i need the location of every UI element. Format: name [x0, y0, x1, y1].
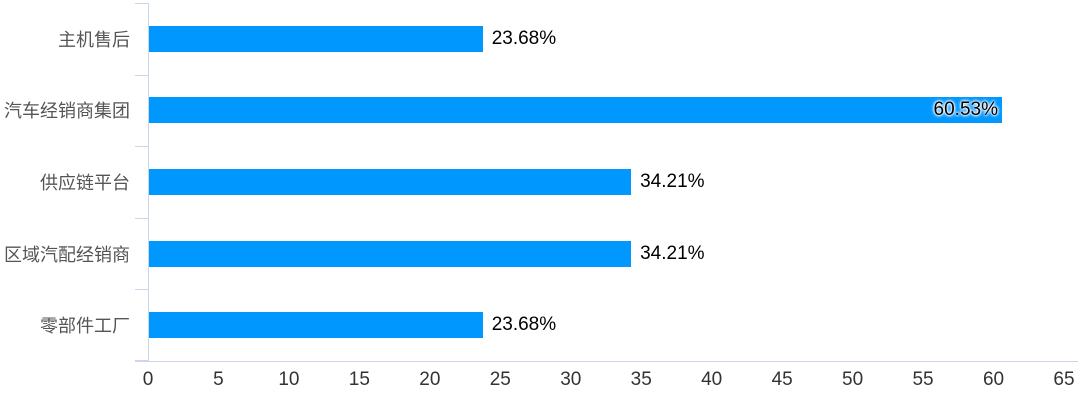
bar-row: 23.68% [149, 289, 1065, 361]
x-axis-tick-label: 30 [560, 369, 582, 390]
category-axis-labels: 主机售后 汽车经销商集团 供应链平台 区域汽配经销商 零部件工厂 [0, 3, 130, 361]
y-axis-tick [135, 289, 148, 291]
x-axis-labels: 0 5 10 15 20 25 30 35 40 45 50 55 60 65 [143, 369, 1075, 395]
x-axis-tick-label: 35 [630, 369, 652, 390]
category-label: 区域汽配经销商 [4, 244, 130, 265]
x-axis-tick-label: 55 [912, 369, 934, 390]
value-label: 23.68% [491, 27, 557, 49]
bar-quyu-qipei-jingxiaoshang[interactable]: 34.21% [149, 240, 705, 267]
y-axis-ticks [135, 3, 148, 361]
value-label: 34.21% [640, 242, 705, 264]
bar-row: 23.68% [149, 3, 1065, 75]
y-axis-tick [135, 217, 148, 219]
x-axis-tick-label: 15 [348, 369, 370, 390]
category-label: 主机售后 [58, 29, 130, 50]
x-axis-tick-label: 45 [771, 369, 793, 390]
x-axis-tick-label: 65 [1053, 369, 1075, 390]
bar-qiche-jingxiaoshang-jituan[interactable]: 60.53% [149, 97, 1002, 124]
x-axis-tick-label: 50 [842, 369, 864, 390]
category-label: 供应链平台 [40, 172, 130, 193]
x-axis-tick-label: 10 [278, 369, 300, 390]
value-label: 34.21% [640, 170, 705, 192]
x-axis-tick-label: 20 [419, 369, 441, 390]
x-axis-tick-label: 0 [142, 369, 154, 390]
plot-area: 23.68% 60.53% 34.21% 34.21% 23.68% [149, 3, 1065, 361]
value-label: 23.68% [491, 314, 557, 336]
value-label: 60.53% [933, 99, 998, 121]
x-axis-tick-label: 40 [701, 369, 723, 390]
y-axis-tick [135, 74, 148, 76]
x-axis-tick-label: 25 [489, 369, 511, 390]
y-axis-tick [135, 3, 148, 4]
x-axis-tick-label: 5 [213, 369, 224, 390]
y-axis-tick [135, 146, 148, 148]
bar-row: 60.53% [149, 75, 1065, 147]
x-axis-tick-label: 60 [982, 369, 1005, 390]
bar-zhuji-shouhou[interactable]: 23.68% [149, 25, 556, 52]
bar-row: 34.21% [149, 146, 1065, 218]
x-axis-line [135, 361, 1078, 362]
bar-lingbujian-gongchang[interactable]: 23.68% [149, 312, 556, 339]
y-axis-line [148, 3, 149, 361]
category-label: 零部件工厂 [40, 316, 130, 337]
category-label: 汽车经销商集团 [4, 101, 130, 122]
y-axis-tick [135, 360, 148, 361]
bar-row: 34.21% [149, 218, 1065, 290]
bar-gongyinglian-pingtai[interactable]: 34.21% [149, 168, 705, 195]
